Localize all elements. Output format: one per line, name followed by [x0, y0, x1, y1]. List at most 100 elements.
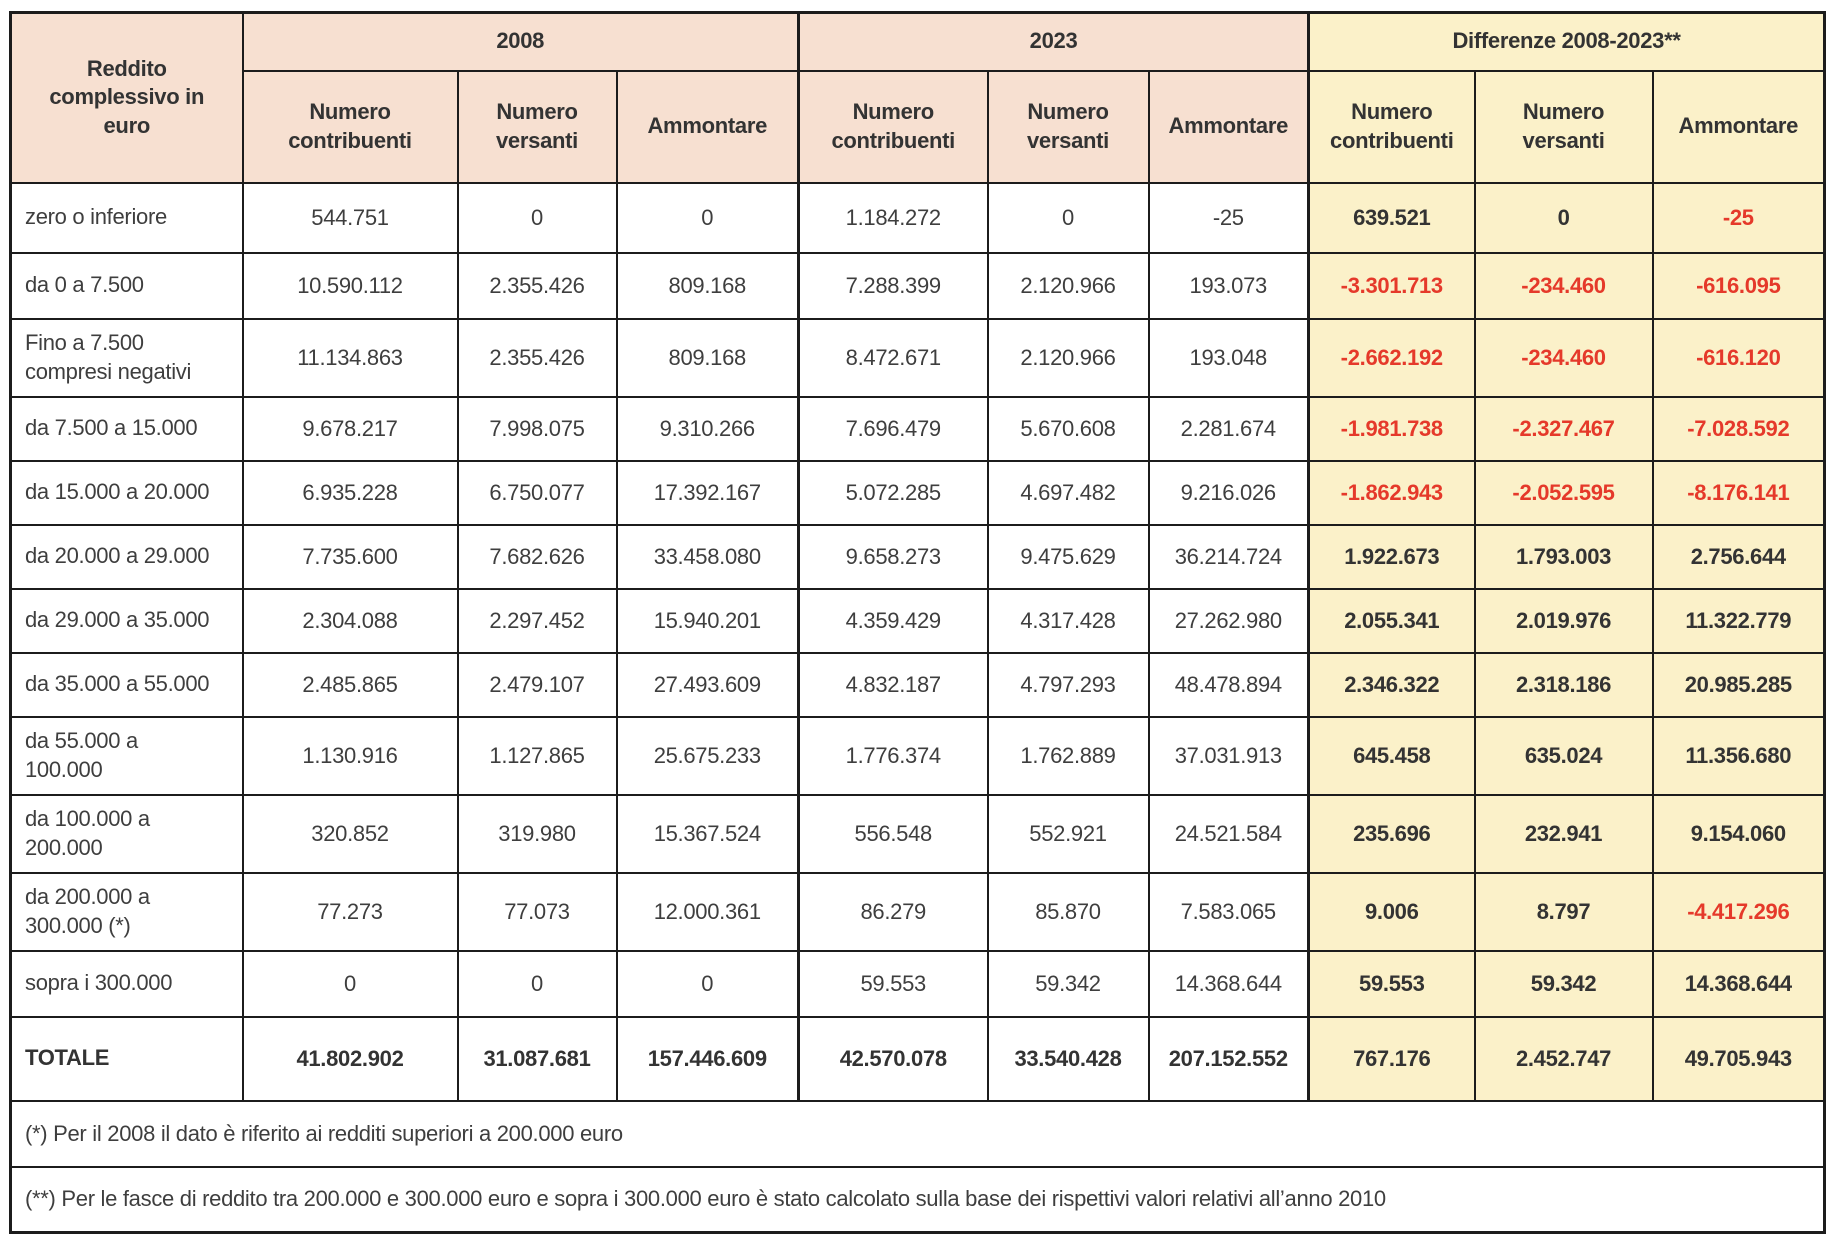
col-header-diff-ammontare: Ammontare [1651, 69, 1826, 184]
table-row: da 7.500 a 15.000 9.678.217 7.998.075 9.… [9, 395, 1826, 462]
cell-2023-contribuenti: 9.658.273 [797, 523, 989, 590]
cell-2008-contribuenti: 6.935.228 [241, 459, 459, 526]
cell-2023-contribuenti: 7.288.399 [797, 251, 989, 320]
cell-diff-ammontare: -25 [1651, 181, 1826, 254]
row-label: da 15.000 a 20.000 [9, 459, 244, 526]
cell-2023-contribuenti: 1.184.272 [797, 181, 989, 254]
cell-2023-versanti: 552.921 [986, 793, 1150, 874]
cell-diff-contribuenti: 235.696 [1307, 793, 1476, 874]
cell-diff-ammontare: 9.154.060 [1651, 793, 1826, 874]
cell-diff-contribuenti: 645.458 [1307, 715, 1476, 796]
cell-2023-contribuenti: 5.072.285 [797, 459, 989, 526]
table-row: da 0 a 7.500 10.590.112 2.355.426 809.16… [9, 251, 1826, 320]
cell-2008-contribuenti: 544.751 [241, 181, 459, 254]
cell-2008-versanti: 7.998.075 [456, 395, 618, 462]
cell-2008-ammontare: 809.168 [615, 251, 800, 320]
cell-2023-versanti: 4.317.428 [986, 587, 1150, 654]
footnote-row: (*) Per il 2008 il dato è riferito ai re… [9, 1099, 1826, 1168]
cell-diff-contribuenti: 2.346.322 [1307, 651, 1476, 718]
cell-diff-contribuenti: -3.301.713 [1307, 251, 1476, 320]
col-header-2023-contribuenti: Numero contribuenti [797, 69, 989, 184]
header-group-row: Reddito complessivo in euro 2008 2023 Di… [9, 11, 1826, 184]
row-label: da 29.000 a 35.000 [9, 587, 244, 654]
cell-2008-ammontare: 33.458.080 [615, 523, 800, 590]
cell-2008-ammontare: 157.446.609 [615, 1015, 800, 1102]
footnote-1: (*) Per il 2008 il dato è riferito ai re… [9, 1099, 1826, 1168]
cell-diff-contribuenti: 639.521 [1307, 181, 1476, 254]
cell-2023-ammontare: 2.281.674 [1147, 395, 1310, 462]
cell-2023-contribuenti: 556.548 [797, 793, 989, 874]
cell-2008-versanti: 0 [456, 181, 618, 254]
col-group-2008: 2008 [241, 11, 800, 72]
cell-2023-versanti: 2.120.966 [986, 251, 1150, 320]
cell-diff-versanti: 1.793.003 [1473, 523, 1654, 590]
cell-2023-versanti: 0 [986, 181, 1150, 254]
cell-diff-contribuenti: 1.922.673 [1307, 523, 1476, 590]
cell-2023-ammontare: -25 [1147, 181, 1310, 254]
cell-2008-ammontare: 15.940.201 [615, 587, 800, 654]
table-row: da 55.000 a 100.000 1.130.916 1.127.865 … [9, 715, 1826, 796]
cell-2008-contribuenti: 77.273 [241, 871, 459, 952]
cell-2008-versanti: 2.297.452 [456, 587, 618, 654]
cell-2023-versanti: 4.797.293 [986, 651, 1150, 718]
cell-diff-versanti: -234.460 [1473, 251, 1654, 320]
table-row: sopra i 300.000 0 0 0 59.553 59.342 14.3… [9, 949, 1826, 1018]
cell-2023-contribuenti: 4.359.429 [797, 587, 989, 654]
col-header-reddito: Reddito complessivo in euro [9, 11, 244, 184]
cell-diff-ammontare: -4.417.296 [1651, 871, 1826, 952]
table-row: da 200.000 a 300.000 (*) 77.273 77.073 1… [9, 871, 1826, 952]
cell-diff-versanti: 2.019.976 [1473, 587, 1654, 654]
cell-2008-versanti: 0 [456, 949, 618, 1018]
cell-diff-versanti: 2.318.186 [1473, 651, 1654, 718]
cell-diff-ammontare: 11.356.680 [1651, 715, 1826, 796]
cell-diff-ammontare: 11.322.779 [1651, 587, 1826, 654]
cell-2023-ammontare: 27.262.980 [1147, 587, 1310, 654]
cell-diff-ammontare: 2.756.644 [1651, 523, 1826, 590]
row-label: Fino a 7.500 compresi negativi [9, 317, 244, 398]
table-row: da 35.000 a 55.000 2.485.865 2.479.107 2… [9, 651, 1826, 718]
cell-2008-versanti: 31.087.681 [456, 1015, 618, 1102]
row-label: zero o inferiore [9, 181, 244, 254]
total-row: TOTALE 41.802.902 31.087.681 157.446.609… [9, 1015, 1826, 1102]
cell-2008-ammontare: 15.367.524 [615, 793, 800, 874]
cell-diff-ammontare: -7.028.592 [1651, 395, 1826, 462]
cell-2008-versanti: 2.355.426 [456, 317, 618, 398]
cell-2008-contribuenti: 10.590.112 [241, 251, 459, 320]
cell-diff-versanti: 232.941 [1473, 793, 1654, 874]
cell-diff-versanti: -234.460 [1473, 317, 1654, 398]
cell-2008-contribuenti: 1.130.916 [241, 715, 459, 796]
cell-diff-contribuenti: 767.176 [1307, 1015, 1476, 1102]
cell-2023-contribuenti: 42.570.078 [797, 1015, 989, 1102]
cell-2008-contribuenti: 41.802.902 [241, 1015, 459, 1102]
table-row: zero o inferiore 544.751 0 0 1.184.272 0… [9, 181, 1826, 254]
cell-2023-versanti: 9.475.629 [986, 523, 1150, 590]
col-header-2008-contribuenti: Numero contribuenti [241, 69, 459, 184]
cell-2008-versanti: 2.479.107 [456, 651, 618, 718]
cell-2008-versanti: 1.127.865 [456, 715, 618, 796]
row-label: da 55.000 a 100.000 [9, 715, 244, 796]
cell-diff-ammontare: 14.368.644 [1651, 949, 1826, 1018]
cell-2008-ammontare: 17.392.167 [615, 459, 800, 526]
cell-2023-ammontare: 193.073 [1147, 251, 1310, 320]
cell-diff-contribuenti: -1.981.738 [1307, 395, 1476, 462]
row-label: da 200.000 a 300.000 (*) [9, 871, 244, 952]
cell-diff-versanti: -2.327.467 [1473, 395, 1654, 462]
table-row: da 100.000 a 200.000 320.852 319.980 15.… [9, 793, 1826, 874]
col-header-2023-versanti: Numero versanti [986, 69, 1150, 184]
cell-2008-ammontare: 0 [615, 949, 800, 1018]
cell-2008-contribuenti: 2.304.088 [241, 587, 459, 654]
row-label: da 35.000 a 55.000 [9, 651, 244, 718]
cell-2023-versanti: 5.670.608 [986, 395, 1150, 462]
cell-2008-versanti: 77.073 [456, 871, 618, 952]
cell-2008-ammontare: 25.675.233 [615, 715, 800, 796]
cell-diff-versanti: 0 [1473, 181, 1654, 254]
cell-2008-contribuenti: 9.678.217 [241, 395, 459, 462]
table-row: da 15.000 a 20.000 6.935.228 6.750.077 1… [9, 459, 1826, 526]
cell-2023-contribuenti: 7.696.479 [797, 395, 989, 462]
cell-diff-contribuenti: -1.862.943 [1307, 459, 1476, 526]
cell-2008-ammontare: 12.000.361 [615, 871, 800, 952]
cell-2023-ammontare: 48.478.894 [1147, 651, 1310, 718]
cell-2008-contribuenti: 2.485.865 [241, 651, 459, 718]
col-header-2008-ammontare: Ammontare [615, 69, 800, 184]
cell-diff-contribuenti: 2.055.341 [1307, 587, 1476, 654]
